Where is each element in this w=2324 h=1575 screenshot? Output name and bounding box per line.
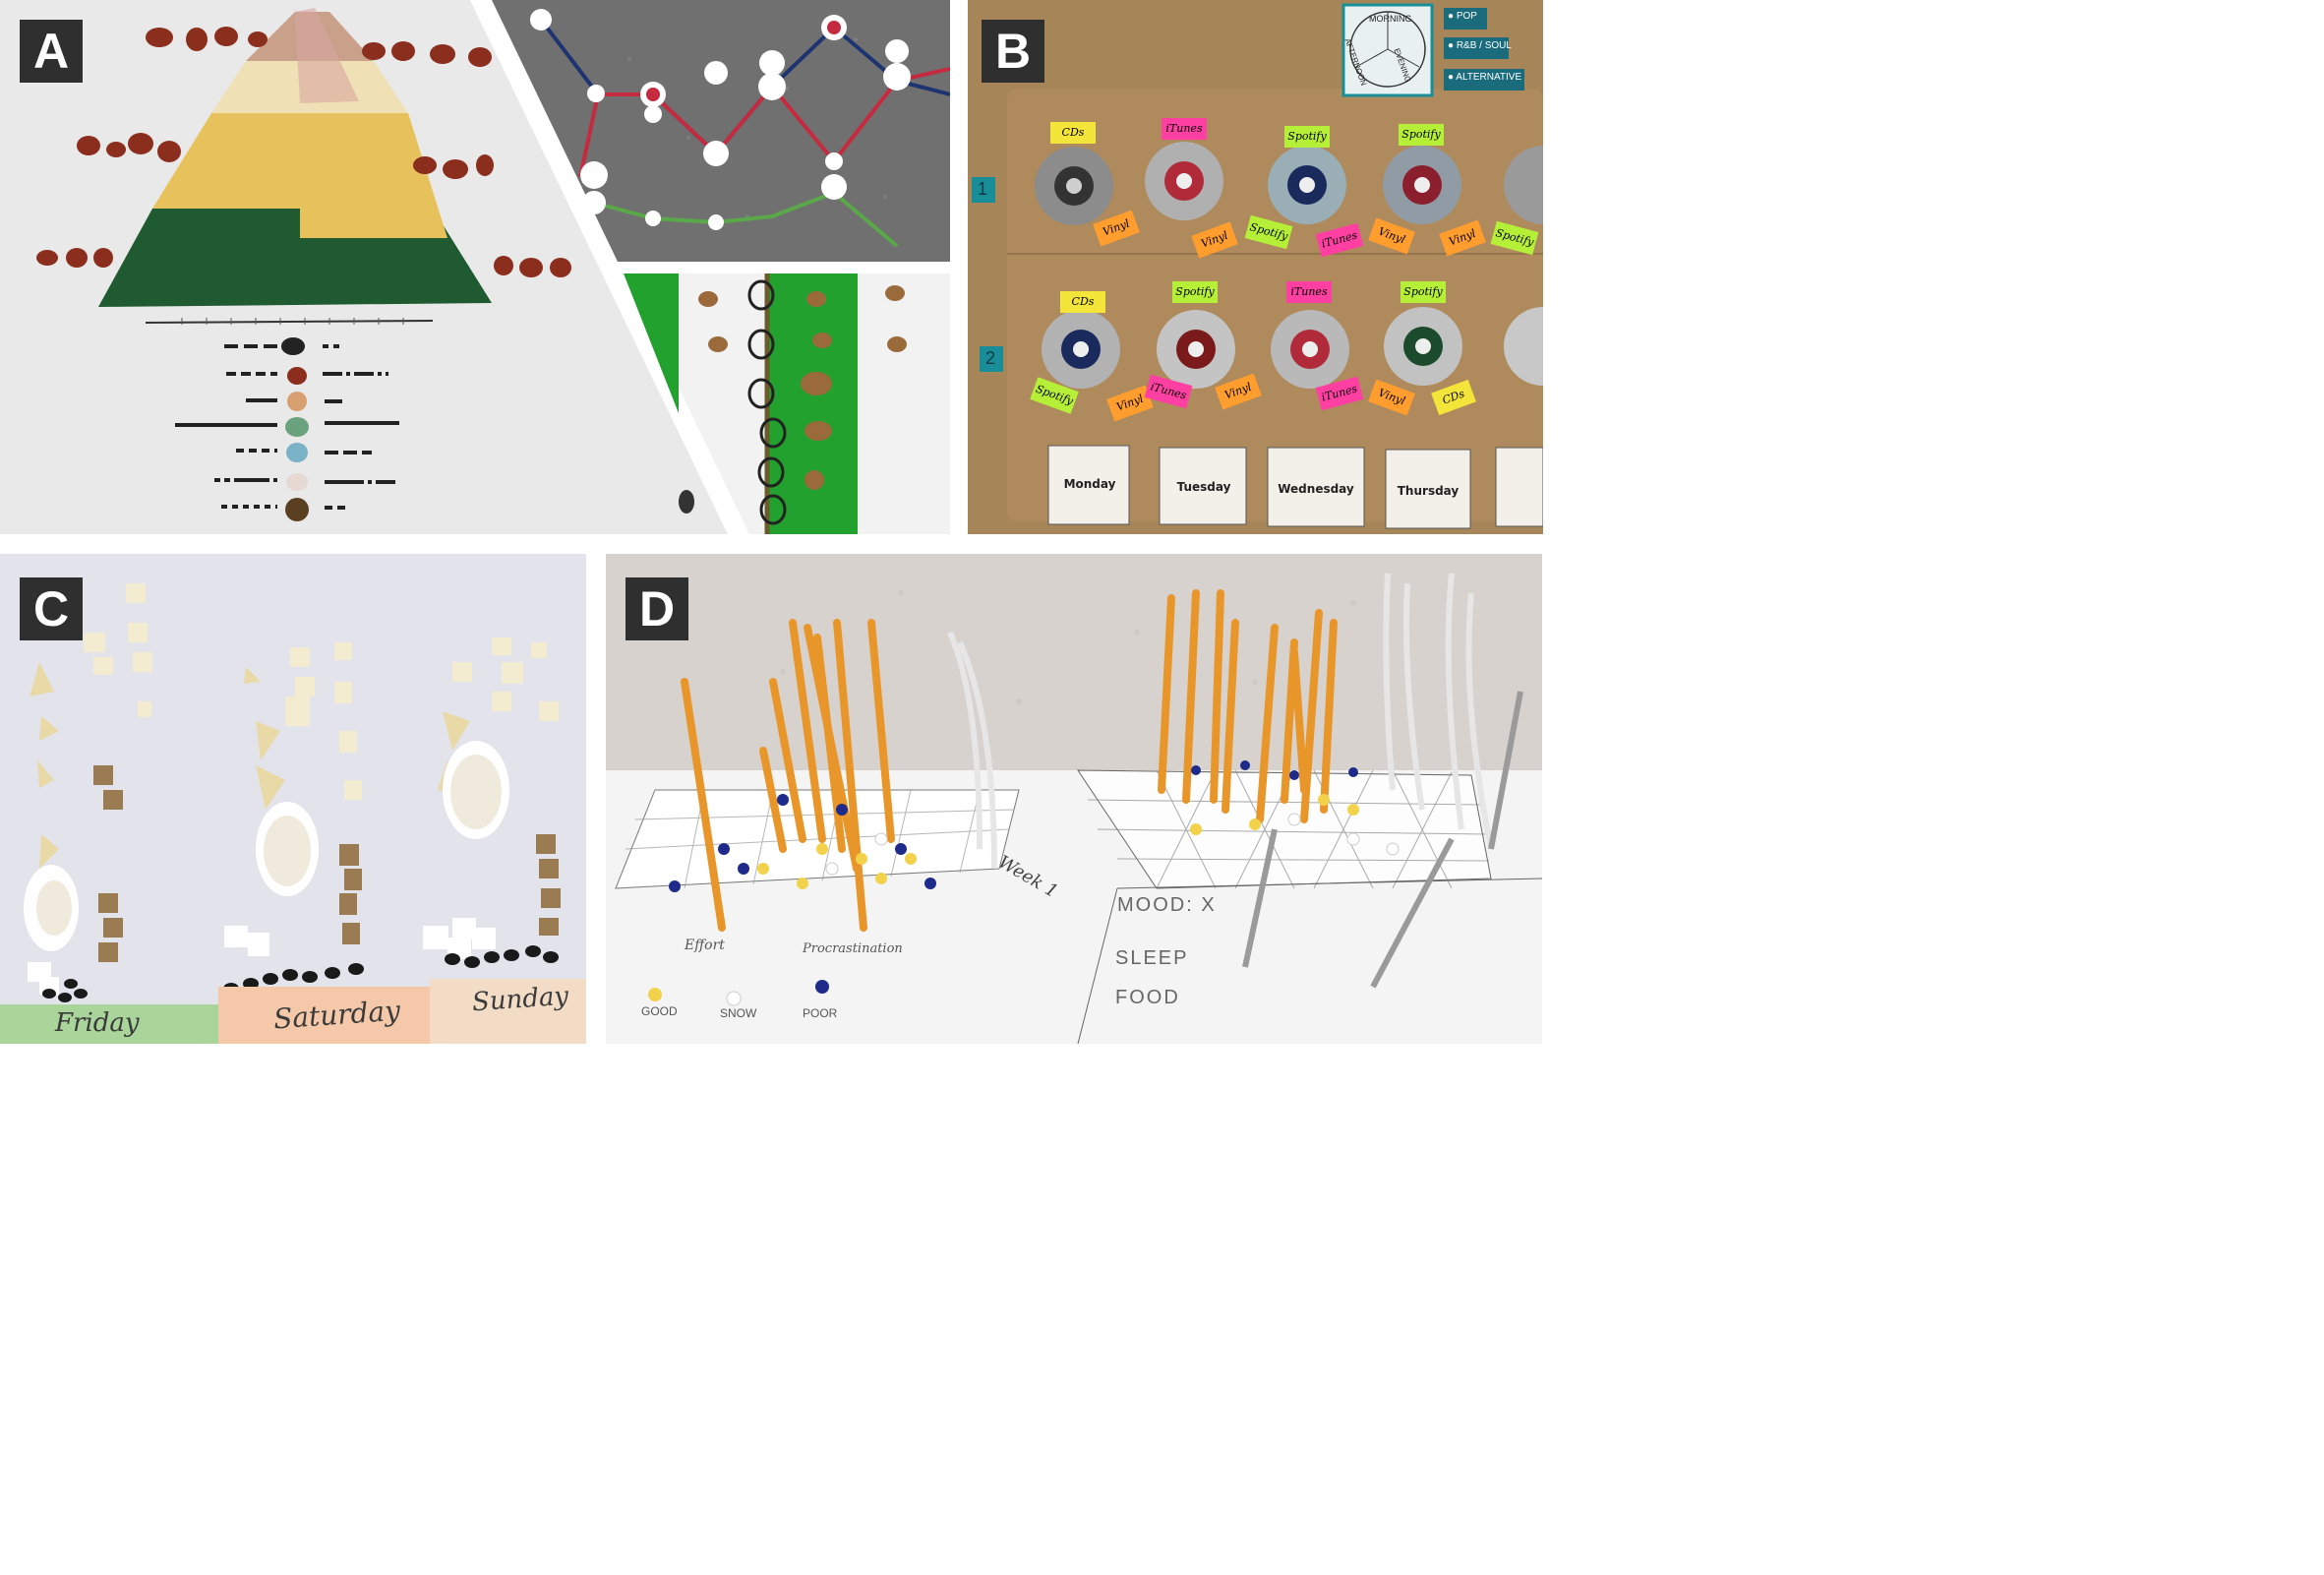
panel-c-label: C	[20, 577, 83, 640]
source-label: iTunes	[1162, 118, 1207, 140]
day-card-tuesday: Tuesday	[1176, 480, 1231, 494]
row-label-mood: MOOD: X	[1117, 894, 1217, 916]
source-label: Spotify	[1400, 281, 1446, 303]
row-label-food: FOOD	[1115, 987, 1180, 1008]
panel-a-label: A	[20, 20, 83, 83]
source-label: CDs	[1050, 122, 1096, 144]
panel-b-label: B	[982, 20, 1044, 83]
panel-b: MORNING EVENING AFTERNOON ● POP ● R&B / …	[968, 0, 1543, 534]
source-label: Spotify	[1284, 126, 1330, 148]
legend-genre-rnb-label: R&B / SOUL	[1456, 40, 1512, 51]
day-label-friday: Friday	[55, 1008, 140, 1038]
legend-genre-pop: ● POP	[1448, 11, 1477, 22]
panel-d-photo	[606, 554, 1542, 1044]
legend-genre-rnb: ● R&B / SOUL	[1448, 40, 1512, 51]
day-card-monday: Monday	[1063, 477, 1116, 491]
panel-c: Friday Saturday Sunday C	[0, 554, 586, 1044]
row-number-2: 2	[985, 348, 996, 368]
source-label: iTunes	[1286, 281, 1332, 303]
day-strip-friday	[0, 1004, 218, 1044]
legend-genre-alternative-label: ALTERNATIVE	[1456, 72, 1522, 83]
source-label: Spotify	[1172, 281, 1218, 303]
row-label-sleep: SLEEP	[1115, 947, 1189, 969]
day-strip-sunday	[430, 979, 586, 1044]
sheet-word-effort: Effort	[685, 938, 725, 953]
legend-good: GOOD	[641, 1004, 678, 1018]
sheet-word-procrastination: Procrastination	[803, 941, 903, 956]
pyramid-yellow-layer	[152, 113, 447, 238]
legend-wheel-morning: MORNING	[1369, 14, 1412, 24]
legend-snow: SNOW	[720, 1006, 757, 1020]
panel-a-photo	[0, 0, 950, 534]
legend-genre-pop-label: POP	[1456, 11, 1477, 22]
legend-poor: POOR	[803, 1006, 838, 1020]
legend-genre-alternative: ● ALTERNATIVE	[1448, 72, 1522, 83]
day-strip-saturday	[218, 987, 430, 1044]
day-card-wednesday: Wednesday	[1278, 482, 1354, 496]
panel-d: Effort Procrastination Week 1 GOOD SNOW …	[606, 554, 1542, 1044]
panel-b-photo	[968, 0, 1543, 534]
row-number-1: 1	[978, 179, 988, 199]
source-label: CDs	[1060, 291, 1105, 313]
panel-c-photo	[0, 554, 586, 1044]
source-label: Spotify	[1399, 124, 1444, 146]
panel-a: A	[0, 0, 950, 534]
day-card-thursday: Thursday	[1397, 484, 1460, 498]
panel-d-label: D	[626, 577, 688, 640]
